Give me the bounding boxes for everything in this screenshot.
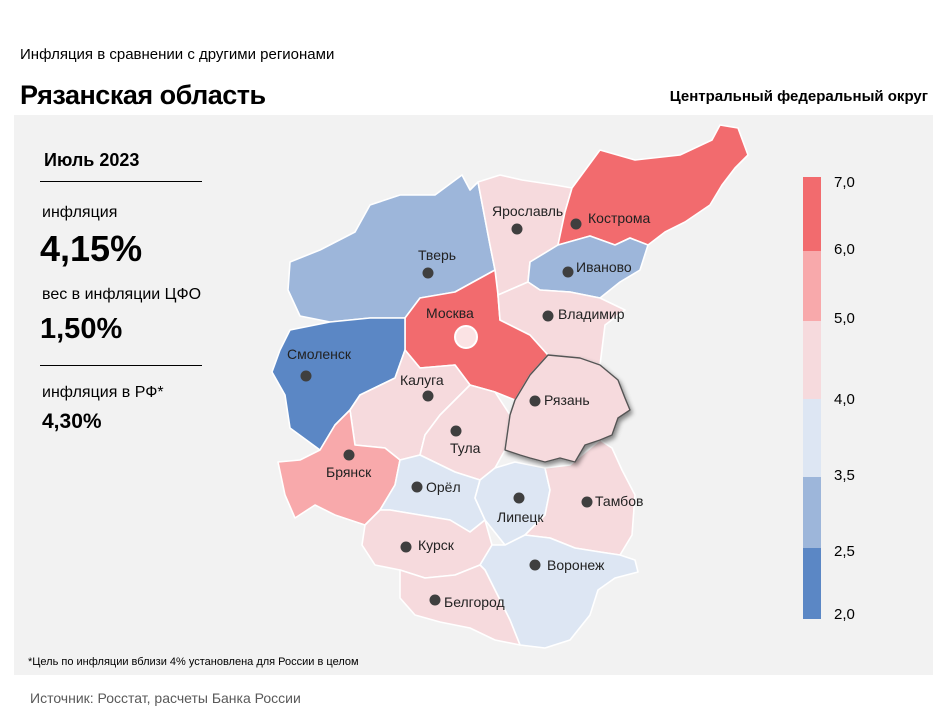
city-dot-kursk[interactable] (400, 541, 412, 553)
legend-colorbar (803, 177, 821, 619)
city-label-tver: Тверь (418, 247, 456, 263)
region-ryazan[interactable] (504, 354, 631, 463)
city-dot-lipetsk[interactable] (513, 492, 525, 504)
legend-bin-5 (803, 548, 821, 619)
city-dot-moscow[interactable] (454, 325, 478, 349)
legend-bin-0 (803, 177, 821, 251)
legend-bin-4 (803, 477, 821, 548)
city-label-tambov: Тамбов (595, 493, 643, 509)
legend-bin-1 (803, 251, 821, 321)
city-label-kursk: Курск (418, 537, 455, 553)
city-label-vladimir: Владимир (558, 306, 625, 322)
city-label-kostroma: Кострома (588, 210, 651, 226)
region-belgorod[interactable] (399, 564, 521, 646)
district-label: Центральный федеральный округ (669, 88, 928, 105)
legend-bin-3 (803, 399, 821, 477)
divider-top (40, 181, 202, 182)
city-labels: Ярославль Кострома Тверь Иваново Москва … (287, 203, 651, 610)
city-dot-voronezh[interactable] (529, 559, 541, 571)
city-label-ryazan: Рязань (544, 392, 590, 408)
weight-value: 1,50% (40, 313, 123, 345)
legend-tick-1: 6,0 (834, 241, 855, 258)
city-dot-ryazan[interactable] (529, 395, 541, 407)
city-label-ivanovo: Иваново (576, 259, 632, 275)
city-dot-bryansk[interactable] (343, 449, 355, 461)
city-label-yaroslavl: Ярославль (492, 203, 563, 219)
legend-tick-6: 2,0 (834, 606, 855, 623)
footnote: *Цель по инфляции вблизи 4% установлена … (28, 656, 359, 668)
city-dot-tambov[interactable] (581, 496, 593, 508)
legend-tick-4: 3,5 (834, 467, 855, 484)
city-dot-belgorod[interactable] (429, 594, 441, 606)
chart-subtitle: Инфляция в сравнении с другими регионами (20, 46, 335, 63)
region-title: Рязанская область (20, 80, 266, 110)
divider-bottom (40, 365, 202, 366)
city-markers (300, 218, 593, 606)
period-label: Июль 2023 (44, 150, 140, 170)
rf-inflation-value: 4,30% (42, 410, 102, 433)
city-dot-vladimir[interactable] (542, 310, 554, 322)
city-dot-kaluga[interactable] (422, 390, 434, 402)
region-kostroma[interactable] (557, 124, 749, 246)
city-dot-kostroma[interactable] (570, 218, 582, 230)
city-dot-oryol[interactable] (411, 481, 423, 493)
city-dot-tver[interactable] (422, 267, 434, 279)
legend-tick-3: 4,0 (834, 391, 855, 408)
inflation-label: инфляция (42, 204, 118, 221)
city-label-smolensk: Смоленск (287, 346, 352, 362)
city-label-voronezh: Воронеж (547, 557, 605, 573)
rf-inflation-label: инфляция в РФ* (42, 384, 164, 401)
legend-tick-0: 7,0 (834, 174, 855, 191)
city-label-tula: Тула (450, 440, 481, 456)
city-dot-ivanovo[interactable] (562, 266, 574, 278)
legend-tick-2: 5,0 (834, 310, 855, 327)
weight-label: вес в инфляции ЦФО (42, 286, 202, 303)
source-note: Источник: Росстат, расчеты Банка России (30, 690, 301, 706)
region-vladimir[interactable] (497, 281, 626, 366)
city-dot-yaroslavl[interactable] (511, 223, 523, 235)
city-dot-tula[interactable] (450, 425, 462, 437)
city-label-oryol: Орёл (426, 479, 461, 495)
city-dot-smolensk[interactable] (300, 370, 312, 382)
city-label-bryansk: Брянск (326, 464, 372, 480)
legend-tick-5: 2,5 (834, 543, 855, 560)
city-label-moscow: Москва (426, 305, 474, 321)
legend-bin-2 (803, 321, 821, 399)
city-label-lipetsk: Липецк (497, 509, 544, 525)
city-label-belgorod: Белгород (444, 594, 505, 610)
city-label-kaluga: Калуга (400, 372, 444, 388)
inflation-value: 4,15% (40, 228, 143, 269)
